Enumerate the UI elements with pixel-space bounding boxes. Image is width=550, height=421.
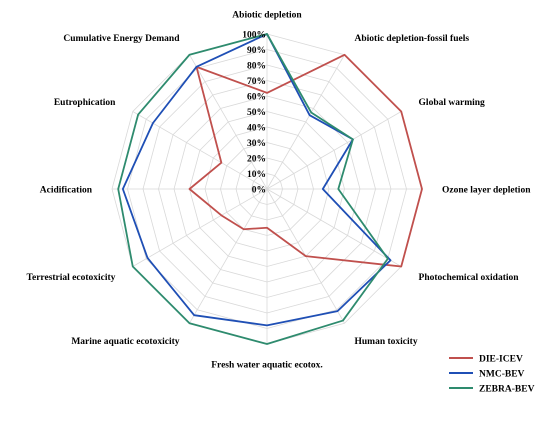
legend-entry: ZEBRA-BEV [479,385,535,395]
axis-label: Abiotic depletion-fossil fuels [355,34,470,44]
tick-label: 20% [247,155,266,165]
series-line-die-icev [188,53,423,268]
tick-label: 30% [247,139,266,149]
grid-spoke [132,111,268,190]
tick-label: 100% [242,31,266,41]
grid-spoke [189,54,268,190]
grid-spoke [189,188,268,324]
tick-label: 70% [247,77,266,87]
axis-label: Fresh water aquatic ecotox. [211,361,323,371]
axis-label: Terrestrial ecotoxicity [27,273,116,283]
axis-label: Ozone layer depletion [442,186,531,196]
series-line-zebra-bev [117,33,389,345]
axis-label: Human toxicity [355,337,418,347]
grid-spoke [266,54,345,190]
tick-label: 0% [252,186,266,196]
tick-label: 60% [247,93,266,103]
tick-label: 10% [247,170,266,180]
tick-layer: 0% 10% 20% 30% 40% 50% 60% 70% 80% 90% 100% [242,31,266,196]
axis-label-layer: Abiotic depletion Abiotic depletion-fossi… [27,11,532,371]
grid-spoke [266,111,402,190]
axis-label: Cumulative Energy Demand [63,34,180,44]
grid-layer [111,33,423,345]
grid-spoke [266,188,402,267]
series-layer [117,33,423,345]
axis-label: Abiotic depletion [232,11,302,21]
axis-label: Global warming [419,98,485,108]
legend-entry: DIE-ICEV [479,355,523,365]
axis-label: Eutrophication [54,98,116,108]
axis-label: Acidification [40,186,93,196]
tick-label: 50% [247,108,266,118]
grid-spoke [132,188,268,267]
tick-label: 90% [247,46,266,56]
legend-entry: NMC-BEV [479,370,525,380]
tick-label: 80% [247,62,266,72]
axis-label: Marine aquatic ecotoxicity [71,337,179,347]
tick-label: 40% [247,124,266,134]
legend: DIE-ICEV NMC-BEV ZEBRA-BEV [449,355,535,395]
axis-label: Photochemical oxidation [419,273,520,283]
